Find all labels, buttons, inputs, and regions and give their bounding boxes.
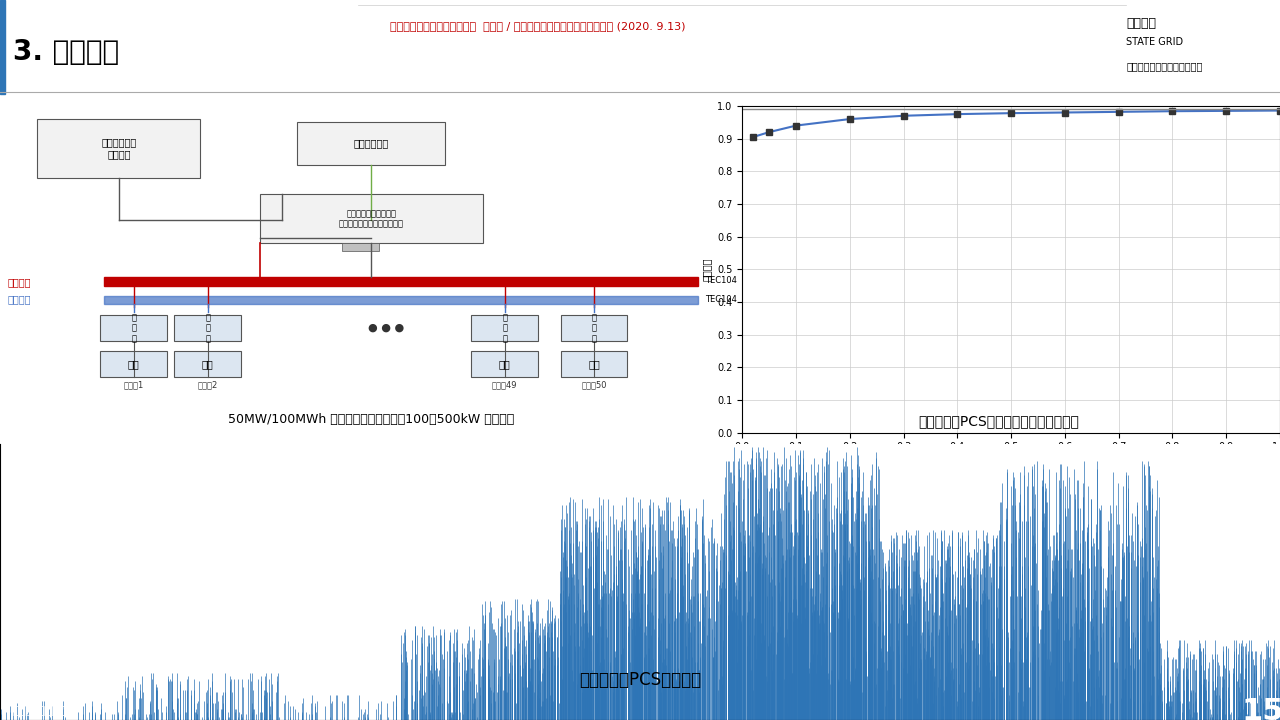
FancyBboxPatch shape [100, 315, 166, 341]
Text: STATE GRID: STATE GRID [1126, 37, 1184, 48]
Text: 变
流
器: 变 流 器 [502, 313, 507, 343]
X-axis label: 工作功率/p.u: 工作功率/p.u [989, 458, 1033, 468]
FancyBboxPatch shape [260, 194, 483, 243]
Text: 多能互补集中
控制系统: 多能互补集中 控制系统 [101, 138, 137, 159]
Text: 中国电力科学研究院有限公司: 中国电力科学研究院有限公司 [1126, 61, 1203, 71]
FancyBboxPatch shape [174, 351, 241, 377]
FancyBboxPatch shape [471, 351, 539, 377]
FancyBboxPatch shape [37, 119, 201, 178]
Text: 电池: 电池 [202, 359, 214, 369]
Text: 变
流
器: 变 流 器 [131, 313, 136, 343]
Text: 集装箱50: 集装箱50 [581, 381, 607, 390]
Text: 电池: 电池 [588, 359, 600, 369]
Bar [104, 297, 698, 304]
Text: 监测网络: 监测网络 [8, 294, 31, 305]
Text: 《电工技术学报》发布: 《电工技术学报》发布 [13, 706, 79, 716]
Text: 集装箱49: 集装箱49 [492, 381, 517, 390]
Text: ● ● ●: ● ● ● [367, 323, 404, 333]
FancyBboxPatch shape [561, 315, 627, 341]
Text: TEC104: TEC104 [705, 295, 737, 305]
FancyBboxPatch shape [561, 351, 627, 377]
Text: 50MW/100MWh 锂离子电池储能电站（100台500kW 变流器）: 50MW/100MWh 锂离子电池储能电站（100台500kW 变流器） [228, 413, 515, 426]
Text: 中国电工技术学会青年云沙龙  第十期 / 专题：光伏发电系统前沿技术研讨 (2020. 9.13): 中国电工技术学会青年云沙龙 第十期 / 专题：光伏发电系统前沿技术研讨 (202… [390, 22, 685, 32]
Text: 集装箱2: 集装箱2 [197, 381, 218, 390]
Text: 控制网络: 控制网络 [8, 276, 31, 287]
Text: 储能电站的PCS动作个数: 储能电站的PCS动作个数 [579, 671, 701, 690]
FancyBboxPatch shape [100, 351, 166, 377]
Text: TEC104: TEC104 [705, 276, 737, 285]
Text: 变
流
器: 变 流 器 [205, 313, 210, 343]
FancyBboxPatch shape [342, 243, 379, 251]
FancyBboxPatch shape [174, 315, 241, 341]
Text: 15: 15 [1242, 697, 1280, 720]
Text: 变
流
器: 变 流 器 [591, 313, 596, 343]
Bar [104, 277, 698, 286]
Text: 国家电网: 国家电网 [1126, 17, 1156, 30]
Text: 储能变流器PCS的工作效率曲线（案例）: 储能变流器PCS的工作效率曲线（案例） [918, 414, 1079, 428]
Text: 电网调度中心: 电网调度中心 [353, 138, 389, 148]
Text: 电池: 电池 [499, 359, 511, 369]
Text: 储能电站全景监控系统
（含储能电站电能监控系统）: 储能电站全景监控系统 （含储能电站电能监控系统） [339, 209, 403, 228]
Bar [0, 0, 5, 94]
FancyBboxPatch shape [297, 122, 445, 165]
Text: 3. 控制策略: 3. 控制策略 [13, 38, 119, 66]
FancyBboxPatch shape [471, 315, 539, 341]
Text: 电池: 电池 [128, 359, 140, 369]
Y-axis label: 工作效率: 工作效率 [701, 258, 712, 281]
Text: 集装箱1: 集装箱1 [123, 381, 143, 390]
